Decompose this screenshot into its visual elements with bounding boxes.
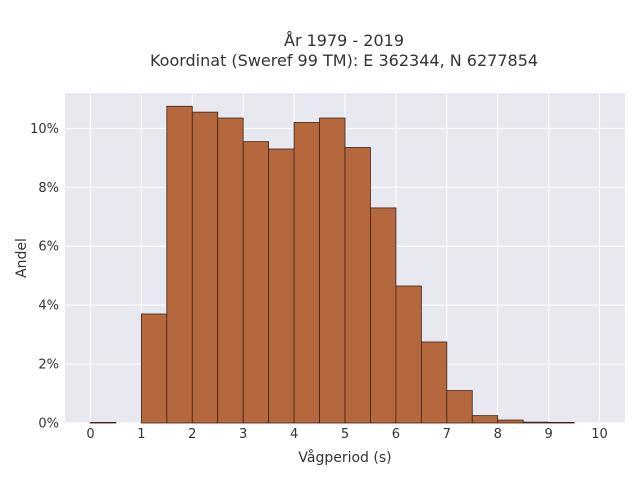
- chart-title: År 1979 - 2019 Koordinat (Sweref 99 TM):…: [150, 31, 538, 70]
- y-tick-label: 0%: [38, 417, 59, 432]
- histogram-bar: [548, 422, 575, 424]
- histogram-bar: [497, 419, 524, 424]
- y-tick-label: 8%: [38, 181, 59, 196]
- histogram-bar: [166, 105, 193, 424]
- x-tick-label: 5: [341, 427, 349, 442]
- chart-title-line-2: Koordinat (Sweref 99 TM): E 362344, N 62…: [150, 51, 538, 70]
- histogram-bar: [293, 122, 320, 424]
- x-tick-label: 3: [239, 427, 247, 442]
- x-tick-label: 0: [86, 427, 94, 442]
- histogram-bar: [268, 148, 295, 424]
- histogram-bar: [319, 117, 346, 424]
- x-axis-label: Vågperiod (s): [298, 449, 391, 466]
- histogram-bar: [446, 390, 473, 424]
- x-tick-label: 6: [392, 427, 400, 442]
- y-tick-label: 10%: [30, 122, 59, 137]
- y-tick-label: 2%: [38, 358, 59, 373]
- x-tick-label: 8: [494, 427, 502, 442]
- x-axis-ticks: 0 1 2 3 4 5 6 7 8 9 10: [86, 427, 608, 442]
- histogram-bar: [242, 141, 270, 424]
- y-tick-label: 4%: [38, 299, 59, 314]
- x-tick-label: 10: [591, 427, 608, 442]
- histogram-bar: [420, 341, 448, 424]
- y-axis-label: Andel: [14, 238, 30, 278]
- histogram-bar: [395, 285, 422, 424]
- histogram-bars: [90, 105, 575, 424]
- chart-title-line-1: År 1979 - 2019: [284, 31, 404, 50]
- y-tick-label: 6%: [38, 240, 59, 255]
- x-tick-label: 4: [290, 427, 298, 442]
- x-tick-label: 9: [544, 427, 552, 442]
- histogram-bar: [471, 415, 499, 424]
- y-axis-ticks: 0% 2% 4% 6% 8% 10%: [30, 122, 59, 432]
- histogram-bar: [140, 313, 168, 424]
- histogram-bar: [217, 117, 244, 424]
- histogram-bar: [344, 147, 371, 424]
- x-tick-label: 2: [188, 427, 196, 442]
- histogram-bar: [191, 111, 219, 424]
- histogram-bar: [370, 207, 397, 424]
- x-tick-label: 1: [137, 427, 145, 442]
- x-tick-label: 7: [443, 427, 451, 442]
- histogram-bar: [522, 421, 550, 424]
- histogram-bar: [90, 422, 117, 424]
